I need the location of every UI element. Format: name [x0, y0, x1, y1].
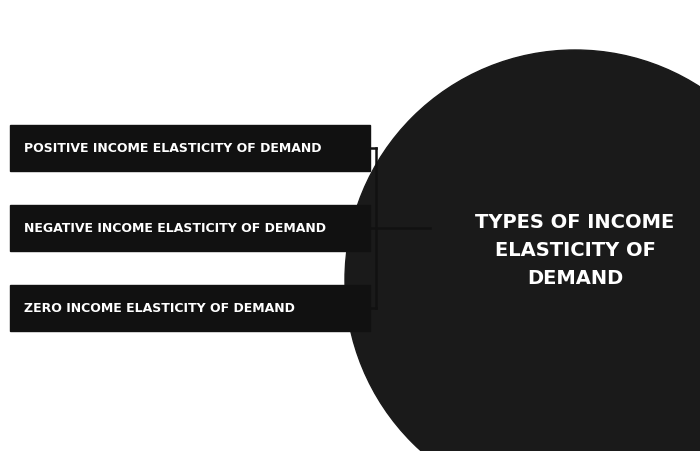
Bar — [10, 285, 370, 331]
Text: POSITIVE INCOME ELASTICITY OF DEMAND: POSITIVE INCOME ELASTICITY OF DEMAND — [24, 142, 321, 155]
Bar — [10, 205, 370, 251]
Text: TYPES OF INCOME
ELASTICITY OF
DEMAND: TYPES OF INCOME ELASTICITY OF DEMAND — [475, 212, 675, 287]
Circle shape — [345, 50, 700, 451]
Text: NEGATIVE INCOME ELASTICITY OF DEMAND: NEGATIVE INCOME ELASTICITY OF DEMAND — [24, 221, 326, 235]
Bar — [10, 125, 370, 171]
Text: ZERO INCOME ELASTICITY OF DEMAND: ZERO INCOME ELASTICITY OF DEMAND — [24, 302, 295, 314]
